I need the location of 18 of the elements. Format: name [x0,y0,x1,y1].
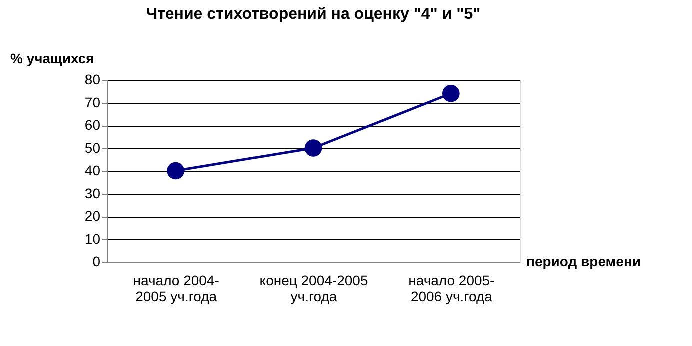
y-tick-label: 20 [84,208,101,224]
y-tick-label: 50 [84,140,101,156]
chart-title: Чтение стихотворений на оценку "4" и "5" [146,6,481,23]
y-tick-label: 40 [84,162,101,178]
y-tick-label: 30 [84,185,101,202]
y-tick-label: 10 [84,230,101,247]
point [442,85,460,102]
x-tick-label: конец 2004-2005 уч.года [260,272,368,304]
y-tick-label: 70 [84,94,101,110]
y-tick-label: 60 [84,117,101,133]
y-tick-label: 80 [84,72,101,88]
y-tick-label: 0 [92,254,101,270]
y-axis-title: % учащихся [10,50,94,66]
x-axis-title: период времени [526,254,642,270]
point [167,162,184,180]
point [304,140,322,157]
x-tick-label: начало 2004-2005 уч.года [133,272,220,304]
x-tick-label: начало 2005-2006 уч.года [408,272,496,304]
